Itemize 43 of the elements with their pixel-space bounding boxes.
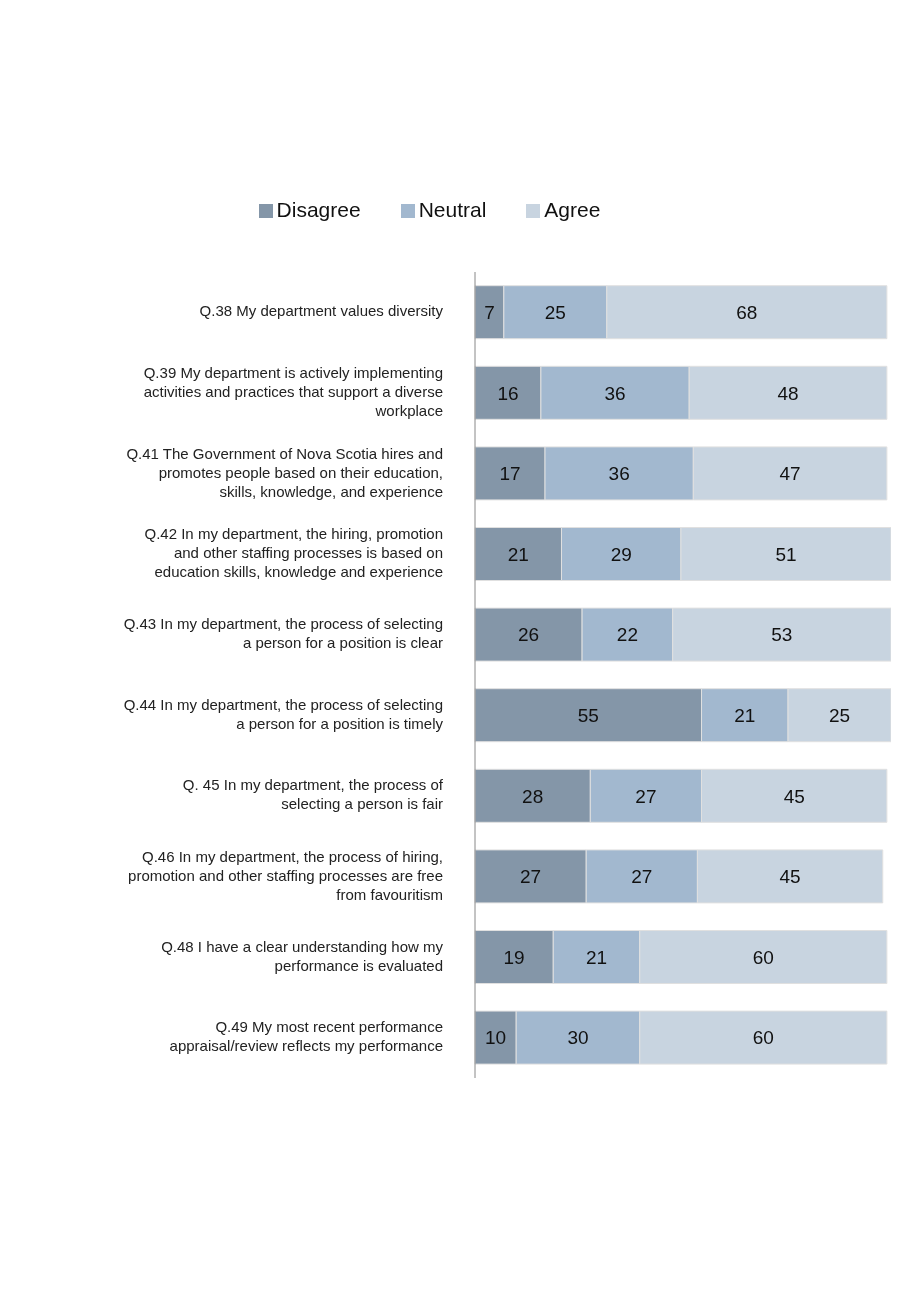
data-label: 53: [771, 624, 793, 646]
data-label: 60: [752, 946, 774, 968]
data-label: 10: [485, 1027, 507, 1049]
y-tick-label: Q.46 In my department, the process of hiring, promotion and other staffing processes are free from favouritism: [128, 847, 443, 903]
data-label: 68: [736, 301, 758, 323]
legend-label: Disagree: [276, 198, 361, 221]
data-label: 51: [775, 543, 797, 565]
data-label: 27: [520, 866, 542, 888]
data-label: 21: [734, 704, 756, 726]
data-label: 22: [616, 624, 638, 646]
y-tick-label: Q.43 In my department, the process of selecting a person for a position is clear: [123, 615, 443, 652]
data-label: 45: [783, 785, 805, 807]
data-label: 30: [567, 1027, 589, 1049]
data-label: 45: [779, 866, 801, 888]
data-label: 36: [608, 463, 630, 485]
data-label: 25: [544, 301, 566, 323]
legend-label: Agree: [544, 198, 601, 221]
data-label: 60: [752, 1027, 774, 1049]
y-tick-label: Q.42 In my department, the hiring, promotion and other staffing processes is based on education skills, knowledge and experience: [144, 525, 443, 581]
data-label: 55: [577, 704, 599, 726]
data-label: 17: [499, 463, 521, 485]
y-tick-label: Q.38 My department values diversity: [199, 302, 444, 320]
y-tick-label: Q.49 My most recent performance appraisal/review reflects my performance: [169, 1018, 443, 1055]
data-label: 26: [517, 624, 540, 646]
data-label: 47: [779, 463, 801, 485]
y-tick-label: Q.44 In my department, the process of selecting a person for a position is timely: [123, 695, 444, 732]
data-label: 19: [503, 946, 525, 968]
y-tick-label: Q.39 My department is actively implementing activities and practices that support a diverse workplace: [143, 363, 443, 419]
y-tick-label: Q. 45 In my department, the process of selecting a person is fair: [182, 776, 444, 813]
data-label: 21: [585, 946, 608, 968]
legend-label: Neutral: [418, 198, 487, 221]
data-label: 7: [484, 301, 495, 323]
data-label: 29: [610, 543, 632, 565]
data-label: 16: [497, 382, 519, 404]
y-tick-label: Q.48 I have a clear understanding how my performance is evaluated: [161, 937, 444, 974]
data-label: 21: [507, 543, 529, 565]
data-label: 28: [522, 785, 544, 807]
data-label: 36: [604, 382, 626, 404]
y-tick-label: Q.41 The Government of Nova Scotia hires and promotes people based on their education, skills, knowledge, and experience: [126, 444, 443, 500]
data-label: 27: [635, 785, 657, 807]
data-label: 25: [828, 704, 851, 726]
data-label: 48: [777, 382, 799, 404]
data-label: 27: [631, 866, 653, 888]
